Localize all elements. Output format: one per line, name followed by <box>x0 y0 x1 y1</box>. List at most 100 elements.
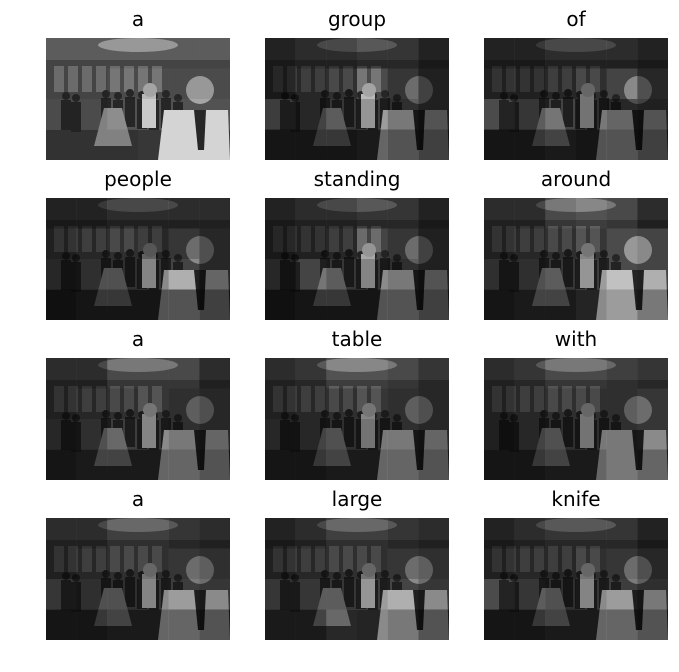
attention-cell <box>606 228 638 259</box>
attention-cell <box>514 99 546 130</box>
guest-head <box>600 250 608 258</box>
attention-cell <box>418 99 449 130</box>
guest-head <box>333 572 341 580</box>
gown <box>94 108 132 146</box>
attention-cell <box>138 198 169 229</box>
attention-cell <box>387 129 419 160</box>
guest-head <box>174 414 182 422</box>
window-pane <box>371 66 381 92</box>
attention-cell <box>265 609 296 640</box>
attention-cell <box>138 609 169 640</box>
man-face <box>624 396 652 424</box>
attention-cell <box>199 358 230 389</box>
attention-cell <box>168 449 200 480</box>
guest-body <box>499 580 509 610</box>
attention-cell <box>199 289 230 320</box>
attention-cell <box>138 579 169 610</box>
attention-cell <box>265 68 296 99</box>
attention-cell <box>326 38 357 69</box>
guest-head <box>393 254 401 262</box>
attention-cell <box>295 289 327 320</box>
attention-cell <box>637 198 668 229</box>
hand <box>362 403 376 417</box>
raised-arm <box>142 574 156 608</box>
guest-body <box>563 257 573 287</box>
window-pane <box>138 546 148 572</box>
attention-cell <box>357 419 388 450</box>
guest-head <box>612 254 620 262</box>
window-pane <box>138 386 148 412</box>
guest-head <box>381 410 389 418</box>
attention-cell <box>199 68 230 99</box>
attention-cell <box>107 259 138 290</box>
attention-cell <box>46 449 77 480</box>
attention-cell <box>46 228 77 259</box>
scene-svg <box>484 198 668 320</box>
attention-cell <box>357 38 388 69</box>
raised-arm <box>142 254 156 288</box>
guest-head <box>600 570 608 578</box>
window-pane <box>343 66 353 92</box>
guest-head <box>62 92 70 100</box>
attention-cell <box>107 228 138 259</box>
attention-cell <box>576 99 607 130</box>
window-pane <box>124 386 134 412</box>
attention-cell <box>199 449 230 480</box>
window-pane <box>110 546 120 572</box>
attention-cell <box>107 579 138 610</box>
attention-cell <box>576 388 607 419</box>
guest-body <box>71 102 81 132</box>
window-pane <box>357 66 367 92</box>
attention-cell <box>484 518 515 549</box>
attention-cell <box>107 289 138 320</box>
attention-cell <box>295 419 327 450</box>
attention-cell <box>606 449 638 480</box>
attention-cell <box>576 548 607 579</box>
window-pane <box>110 226 120 252</box>
hand <box>581 403 595 417</box>
word-panel: large <box>265 484 449 644</box>
hand <box>362 563 376 577</box>
window-pane <box>82 66 92 92</box>
attention-cell <box>387 609 419 640</box>
guest-head <box>552 412 560 420</box>
hand <box>143 83 157 97</box>
attention-cell <box>387 388 419 419</box>
attention-cell <box>46 289 77 320</box>
guest-head <box>162 410 170 418</box>
attention-image <box>484 358 668 480</box>
attention-cell <box>138 99 169 130</box>
attention-cell <box>46 579 77 610</box>
raised-arm <box>580 574 594 608</box>
guest-head <box>345 569 353 577</box>
attention-cell <box>418 228 449 259</box>
attention-cell <box>484 609 515 640</box>
attention-cell <box>46 358 77 389</box>
window-pane <box>152 386 162 412</box>
man-face <box>186 76 214 104</box>
attention-cell <box>357 198 388 229</box>
attention-cell <box>138 518 169 549</box>
attention-cell <box>514 388 546 419</box>
word-panel: people <box>46 164 230 324</box>
hand <box>362 83 376 97</box>
attention-cell <box>484 388 515 419</box>
chandelier <box>317 358 397 372</box>
guest-head <box>126 409 134 417</box>
window-pane <box>329 386 339 412</box>
attention-cell <box>168 99 200 130</box>
attention-cell <box>168 289 200 320</box>
attention-cell <box>637 259 668 290</box>
guest-body <box>280 100 290 130</box>
attention-cell <box>76 99 108 130</box>
attention-image <box>484 198 668 320</box>
attention-cell <box>606 259 638 290</box>
window-pane <box>343 546 353 572</box>
attention-cell <box>326 228 357 259</box>
word-panel: table <box>265 324 449 484</box>
guest-head <box>564 249 572 257</box>
attention-cell <box>387 99 419 130</box>
guest-head <box>552 252 560 260</box>
attention-cell <box>326 68 357 99</box>
window-pane <box>590 66 600 92</box>
